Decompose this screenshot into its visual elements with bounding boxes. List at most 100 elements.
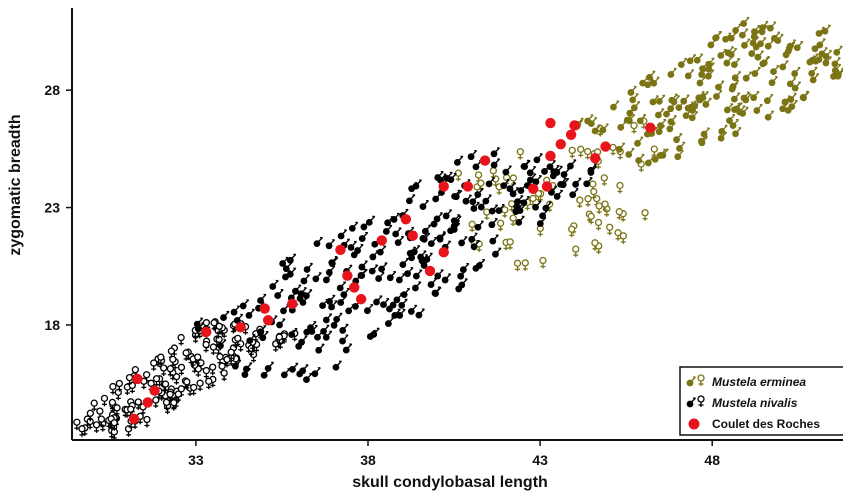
mustela-erminea-female-point bbox=[572, 245, 580, 258]
mustela-erminea-male-point bbox=[646, 70, 656, 81]
mustela-erminea-male-point bbox=[833, 45, 843, 56]
mustela-erminea-male-point bbox=[686, 54, 697, 65]
coulet-des-roches-point bbox=[479, 155, 491, 166]
mustela-nivalis-male-point bbox=[325, 239, 336, 250]
mustela-nivalis-male-point bbox=[332, 360, 342, 371]
mustela-nivalis-male-point bbox=[514, 195, 524, 206]
coulet-des-roches-point bbox=[541, 181, 553, 192]
mustela-nivalis-male-point bbox=[502, 165, 512, 176]
mustela-nivalis-male-point bbox=[358, 231, 369, 242]
legend-female-symbol-icon bbox=[697, 374, 705, 386]
mustela-erminea-male-point bbox=[627, 85, 637, 96]
mustela-nivalis-male-point bbox=[395, 273, 406, 284]
x-tick-label: 38 bbox=[360, 452, 376, 468]
mustela-nivalis-male-point bbox=[326, 294, 336, 305]
mustela-nivalis-male-point bbox=[194, 322, 205, 333]
mustela-erminea-male-point bbox=[688, 111, 699, 122]
mustela-nivalis-male-point bbox=[347, 240, 358, 251]
mustela-nivalis-female-point bbox=[208, 363, 217, 376]
mustela-erminea-female-point bbox=[587, 212, 595, 225]
mustela-nivalis-female-point bbox=[223, 355, 231, 368]
mustela-erminea-male-point bbox=[610, 100, 620, 111]
mustela-nivalis-male-point bbox=[357, 268, 367, 279]
mustela-erminea-female-point bbox=[506, 238, 514, 250]
mustela-erminea-male-point bbox=[674, 150, 684, 161]
mustela-nivalis-female-point bbox=[110, 419, 118, 431]
mustela-nivalis-male-point bbox=[431, 286, 441, 297]
coulet-des-roches-point bbox=[565, 129, 577, 140]
mustela-nivalis-male-point bbox=[427, 236, 438, 247]
mustela-nivalis-male-point bbox=[450, 222, 461, 233]
mustela-nivalis-male-point bbox=[384, 216, 394, 227]
mustela-erminea-female-point bbox=[584, 147, 592, 160]
mustela-nivalis-male-point bbox=[330, 318, 341, 329]
mustela-erminea-male-point bbox=[764, 110, 775, 121]
mustela-erminea-female-point bbox=[521, 259, 529, 271]
mustela-erminea-male-point bbox=[766, 21, 777, 32]
mustela-erminea-male-point bbox=[677, 57, 688, 68]
mustela-erminea-female-point bbox=[614, 229, 622, 241]
mustela-erminea-male-point bbox=[615, 142, 626, 153]
mustela-erminea-male-point bbox=[771, 31, 781, 42]
mustela-nivalis-male-point bbox=[274, 288, 284, 299]
mustela-nivalis-male-point bbox=[500, 179, 510, 190]
mustela-nivalis-female-point bbox=[202, 366, 210, 379]
mustela-nivalis-female-point bbox=[157, 353, 165, 366]
x-axis-ticks: 33 38 43 48 bbox=[188, 440, 720, 468]
mustela-erminea-male-point bbox=[584, 114, 594, 125]
mustela-nivalis-female-point bbox=[92, 421, 101, 433]
mustela-erminea-male-point bbox=[754, 50, 764, 61]
mustela-erminea-male-point bbox=[625, 114, 636, 125]
mustela-nivalis-male-point bbox=[415, 308, 425, 319]
mustela-nivalis-male-point bbox=[567, 159, 577, 170]
mustela-nivalis-female-point bbox=[109, 382, 117, 395]
coulet-des-roches-point bbox=[438, 181, 449, 192]
mustela-nivalis-male-point bbox=[260, 368, 271, 379]
mustela-erminea-female-point bbox=[616, 181, 624, 194]
mustela-erminea-male-point bbox=[715, 80, 725, 91]
coulet-des-roches-point bbox=[149, 385, 160, 396]
mustela-erminea-male-point bbox=[698, 136, 708, 147]
mustela-erminea-male-point bbox=[649, 95, 659, 106]
mustela-nivalis-female-point bbox=[152, 375, 161, 387]
mustela-nivalis-female-point bbox=[216, 353, 224, 365]
mustela-nivalis-male-point bbox=[489, 234, 499, 245]
mustela-nivalis-female-point bbox=[166, 365, 175, 377]
mustela-nivalis-male-point bbox=[364, 304, 374, 315]
mustela-nivalis-male-point bbox=[320, 324, 330, 335]
mustela-erminea-male-point bbox=[822, 49, 833, 60]
mustela-nivalis-male-point bbox=[246, 334, 256, 345]
coulet-des-roches-point bbox=[201, 326, 212, 338]
mustela-erminea-male-point bbox=[727, 47, 738, 58]
mustela-nivalis-male-point bbox=[292, 284, 302, 295]
mustela-nivalis-male-point bbox=[279, 256, 289, 267]
mustela-nivalis-male-point bbox=[345, 304, 355, 315]
mustela-erminea-female-point bbox=[508, 200, 516, 212]
mustela-erminea-male-point bbox=[726, 113, 736, 124]
mustela-nivalis-male-point bbox=[583, 177, 593, 188]
mustela-nivalis-male-point bbox=[259, 331, 269, 342]
mustela-nivalis-female-point bbox=[115, 379, 123, 392]
mustela-erminea-male-point bbox=[718, 124, 728, 135]
mustela-nivalis-female-point bbox=[114, 388, 122, 401]
mustela-nivalis-female-point bbox=[160, 364, 168, 377]
mustela-nivalis-male-point bbox=[385, 316, 395, 327]
mustela-erminea-male-point bbox=[786, 39, 797, 50]
mustela-erminea-male-point bbox=[723, 103, 734, 114]
mustela-nivalis-female-point bbox=[113, 404, 121, 416]
coulet-des-roches-point bbox=[569, 120, 580, 131]
mustela-nivalis-male-point bbox=[492, 247, 502, 258]
legend: Mustela erminea Mustela nivalis Coulet des… bbox=[679, 366, 843, 436]
mustela-nivalis-male-point bbox=[506, 182, 516, 193]
mustela-nivalis-female-point bbox=[183, 378, 191, 390]
mustela-nivalis-male-point bbox=[391, 308, 401, 319]
coulet-des-roches-point bbox=[407, 230, 418, 241]
mustela-erminea-male-point bbox=[750, 25, 761, 36]
mustela-erminea-female-point bbox=[501, 206, 509, 218]
mustela-nivalis-male-point bbox=[482, 194, 492, 205]
mustela-nivalis-male-point bbox=[412, 269, 423, 280]
mustela-erminea-female-point bbox=[609, 143, 617, 156]
coulet-des-roches-point bbox=[438, 246, 449, 258]
legend-label-mustela-erminea: Mustela erminea bbox=[712, 375, 806, 389]
mustela-nivalis-male-point bbox=[453, 155, 464, 166]
